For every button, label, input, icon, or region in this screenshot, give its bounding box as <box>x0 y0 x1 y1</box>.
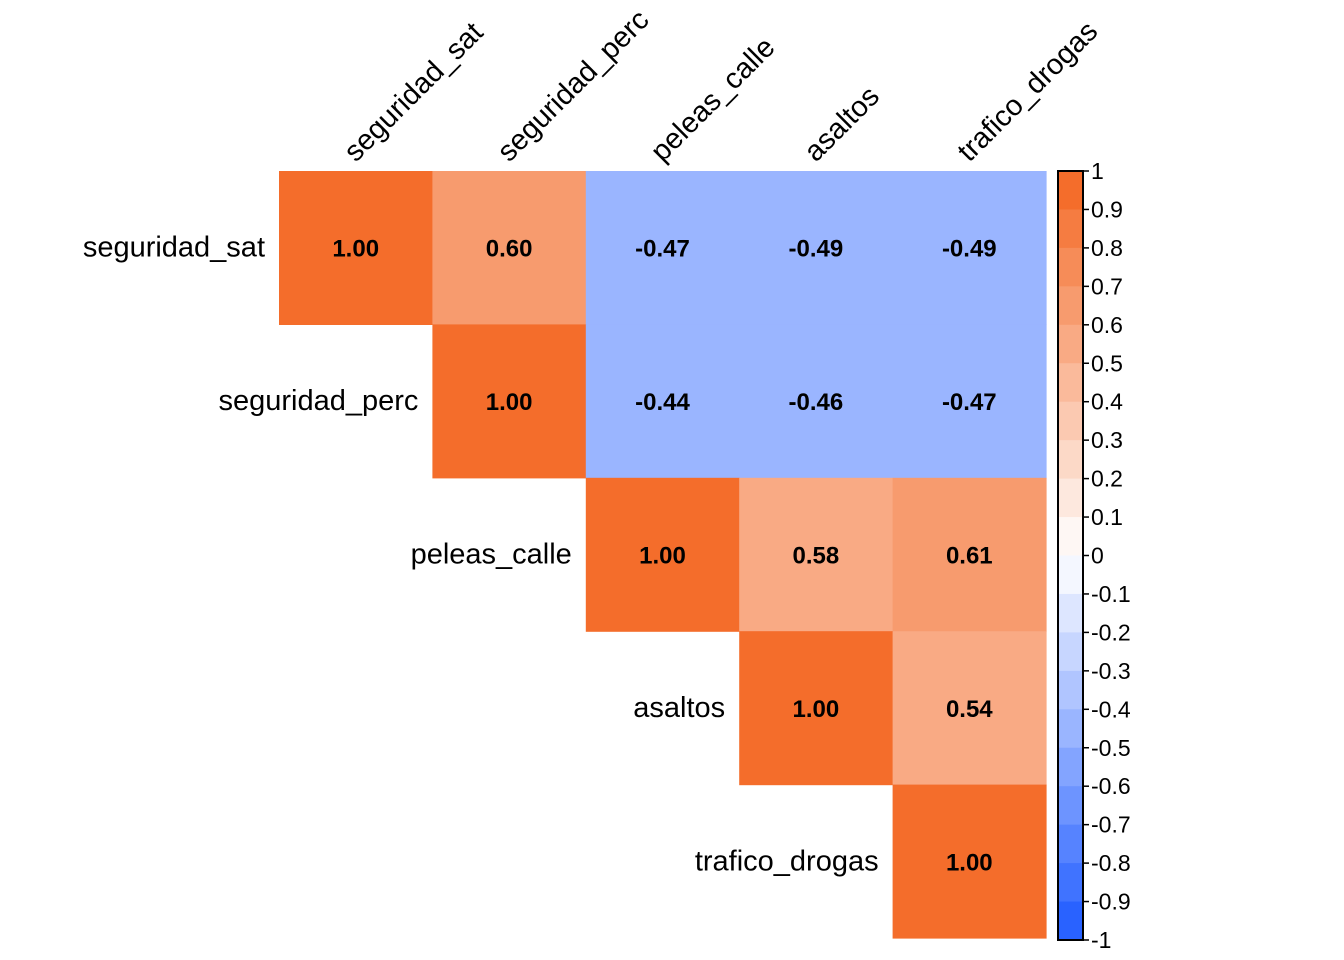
heatmap-cells <box>279 171 1047 939</box>
heatmap-cell-seguridad_perc-trafico_drogas <box>892 324 1047 479</box>
legend-tick-label: -0.5 <box>1091 735 1131 761</box>
heatmap-cell-peleas_calle-asaltos <box>739 477 894 632</box>
legend-tick-label: 0 <box>1091 543 1104 569</box>
row-label-trafico_drogas: trafico_drogas <box>695 845 879 877</box>
legend-tick-label: -0.3 <box>1091 658 1131 684</box>
cell-value-seguridad_perc-seguridad_perc: 1.00 <box>486 389 533 416</box>
legend-tick-label: 0.3 <box>1091 427 1123 453</box>
legend-swatch <box>1058 478 1083 518</box>
row-label-seguridad_perc: seguridad_perc <box>218 385 418 417</box>
legend-swatch <box>1058 670 1083 710</box>
legend-ticks <box>1083 170 1089 941</box>
legend-tick-label: -0.7 <box>1091 812 1131 838</box>
heatmap-cell-labels: 1.00 0.60 -0.47 -0.49 -0.49 1.00 -0.44 -0.46 -0.… <box>332 236 996 877</box>
column-label-seguridad_sat: seguridad_sat <box>338 16 489 167</box>
column-label-peleas_calle: peleas_calle <box>645 31 782 168</box>
cell-value-seguridad_sat-seguridad_perc: 0.60 <box>486 236 533 263</box>
heatmap-cell-seguridad_perc-peleas_calle <box>585 324 740 479</box>
legend-swatch <box>1058 863 1083 903</box>
heatmap-cell-seguridad_sat-peleas_calle <box>585 171 740 325</box>
legend-color-bar <box>1058 171 1083 941</box>
legend-tick-label: -0.9 <box>1091 889 1131 915</box>
legend-tick-label: -0.1 <box>1091 581 1131 607</box>
cell-value-asaltos-trafico_drogas: 0.54 <box>946 696 993 723</box>
legend-tick-label: 0.1 <box>1091 504 1123 530</box>
legend-tick-label: 0.7 <box>1091 273 1123 299</box>
cell-value-seguridad_sat-trafico_drogas: -0.49 <box>942 236 997 263</box>
cell-value-seguridad_sat-peleas_calle: -0.47 <box>635 236 690 263</box>
heatmap-cell-peleas_calle-trafico_drogas <box>892 477 1047 632</box>
legend-tick-label: 0.2 <box>1091 466 1123 492</box>
legend-swatch <box>1058 286 1083 326</box>
legend-tick-label: -0.4 <box>1091 696 1131 722</box>
legend-tick-label: -0.6 <box>1091 773 1131 799</box>
heatmap-cell-peleas_calle-peleas_calle <box>585 477 740 632</box>
heatmap-cell-seguridad_perc-asaltos <box>739 324 894 479</box>
legend-swatch <box>1058 747 1083 787</box>
cell-value-seguridad_perc-peleas_calle: -0.44 <box>635 389 690 416</box>
cell-value-seguridad_sat-seguridad_sat: 1.00 <box>332 236 379 263</box>
legend-swatch <box>1058 324 1083 364</box>
legend-swatch <box>1058 901 1083 941</box>
heatmap-cell-trafico_drogas-trafico_drogas <box>892 784 1047 939</box>
legend-swatch <box>1058 171 1083 210</box>
legend-tick-label: -1 <box>1091 927 1111 953</box>
cell-value-peleas_calle-asaltos: 0.58 <box>793 543 840 570</box>
heatmap-cell-seguridad_sat-trafico_drogas <box>892 171 1047 325</box>
row-labels: seguridad_sat seguridad_perc peleas_callea… <box>83 232 879 878</box>
cell-value-asaltos-asaltos: 1.00 <box>793 696 840 723</box>
heatmap-cell-asaltos-trafico_drogas <box>892 631 1047 786</box>
legend-tick-label: 1 <box>1091 158 1104 184</box>
legend-swatch <box>1058 632 1083 672</box>
heatmap-cell-seguridad_sat-asaltos <box>739 171 894 325</box>
cell-value-peleas_calle-trafico_drogas: 0.61 <box>946 543 993 570</box>
legend-tick-labels: 1 0.9 0.8 0.7 0.6 0.5 0.4 0.3 0.2 0.1 0 -0.1 -0.2 -0.… <box>1091 158 1131 953</box>
legend-swatch <box>1058 786 1083 826</box>
color-legend: 1 0.9 0.8 0.7 0.6 0.5 0.4 0.3 0.2 0.1 0 -0.1 -0.2 -0.… <box>1057 158 1131 953</box>
legend-tick-label: -0.8 <box>1091 850 1131 876</box>
legend-swatch <box>1058 824 1083 864</box>
legend-swatch <box>1058 401 1083 441</box>
legend-swatch <box>1058 517 1083 556</box>
legend-tick-label: -0.2 <box>1091 619 1131 645</box>
legend-swatch <box>1058 247 1083 287</box>
heatmap-cell-seguridad_perc-seguridad_perc <box>432 324 587 479</box>
heatmap-cell-seguridad_sat-seguridad_perc <box>432 171 587 325</box>
cell-value-seguridad_sat-asaltos: -0.49 <box>789 236 844 263</box>
legend-swatch <box>1058 209 1083 249</box>
row-label-peleas_calle: peleas_calle <box>411 539 572 571</box>
column-label-asaltos: asaltos <box>798 80 886 168</box>
legend-swatch <box>1058 555 1083 595</box>
legend-tick-label: 0.9 <box>1091 196 1123 222</box>
legend-tick-label: 0.8 <box>1091 235 1123 261</box>
legend-swatch <box>1058 593 1083 633</box>
cell-value-peleas_calle-peleas_calle: 1.00 <box>639 543 686 570</box>
legend-swatch <box>1058 709 1083 749</box>
cell-value-seguridad_perc-trafico_drogas: -0.47 <box>942 389 997 416</box>
heatmap-cell-seguridad_sat-seguridad_sat <box>279 171 433 325</box>
column-label-seguridad_perc: seguridad_perc <box>491 4 655 168</box>
heatmap-cell-asaltos-asaltos <box>739 631 894 786</box>
column-label-trafico_drogas: trafico_drogas <box>952 15 1105 168</box>
legend-swatch <box>1058 440 1083 480</box>
legend-tick-label: 0.5 <box>1091 350 1123 376</box>
legend-swatch <box>1058 363 1083 403</box>
cell-value-trafico_drogas-trafico_drogas: 1.00 <box>946 849 993 876</box>
legend-tick-label: 0.6 <box>1091 312 1123 338</box>
row-label-seguridad_sat: seguridad_sat <box>83 232 265 264</box>
cell-value-seguridad_perc-asaltos: -0.46 <box>789 389 844 416</box>
row-label-asaltos: asaltos <box>633 692 725 724</box>
legend-tick-label: 0.4 <box>1091 389 1123 415</box>
